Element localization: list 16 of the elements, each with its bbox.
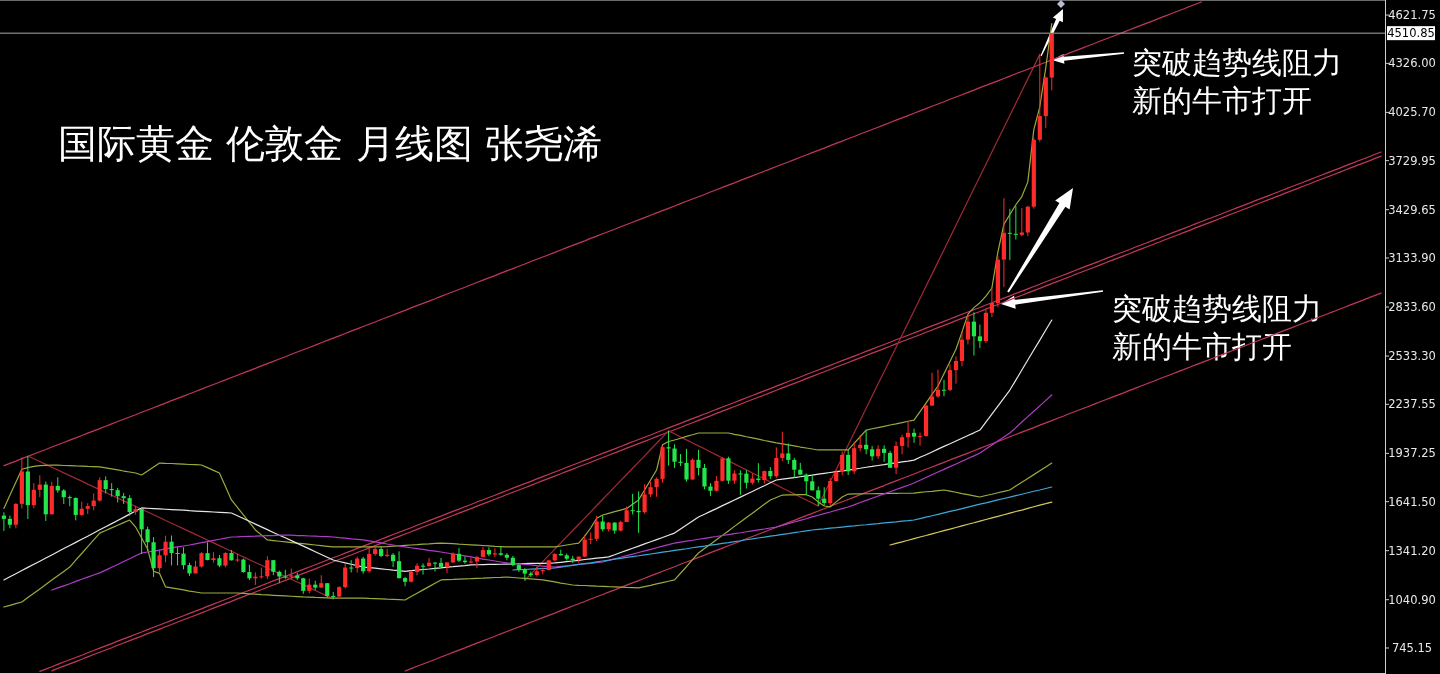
text: 国际黄金 伦敦金 月线图 张尧浠	[58, 121, 603, 166]
y-tick-label: 1341.20	[1388, 543, 1436, 558]
y-tick-label: 2533.30	[1388, 349, 1436, 364]
y-tick-label: 2833.60	[1388, 300, 1436, 315]
annotation: 突破趋势线阻力新的牛市打开	[1132, 45, 1342, 118]
y-tick-label: 745.15	[1391, 641, 1433, 655]
y-tick-label: 1040.90	[1388, 592, 1436, 607]
y-tick-label: 3133.90	[1388, 250, 1436, 265]
y-tick-label: 3729.95	[1388, 153, 1436, 168]
y-tick-label: 4621.75	[1388, 8, 1436, 23]
y-tick-label: 4025.70	[1388, 105, 1436, 120]
y-tick-label: 1937.25	[1388, 446, 1436, 461]
y-tick-label: 1641.50	[1388, 494, 1436, 509]
y-tick-label: 4326.00	[1388, 56, 1436, 71]
y-tick-label: 2237.55	[1388, 397, 1436, 412]
y-tick-label: 3429.65	[1388, 202, 1436, 217]
